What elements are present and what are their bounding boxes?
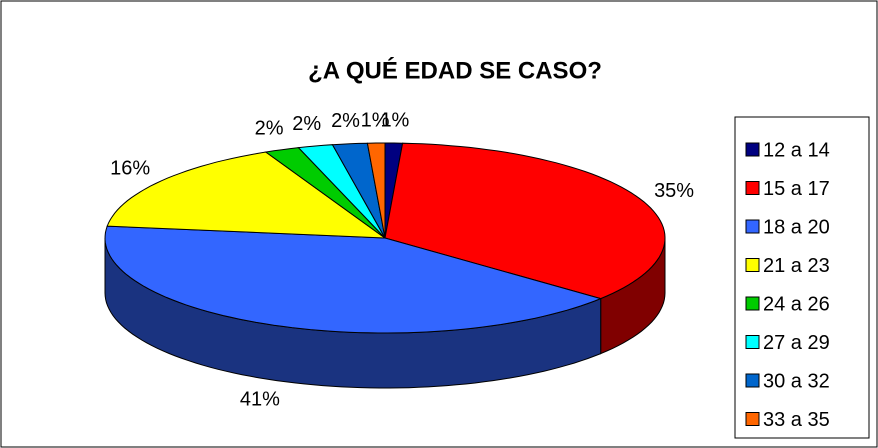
legend-label: 27 a 29 [763,332,830,354]
legend-label: 12 a 14 [763,139,830,161]
data-label: 16% [110,158,150,180]
data-label: 2% [255,117,284,139]
slice [366,142,386,239]
pie [104,142,666,389]
legend-swatch [745,296,760,311]
data-label: 2% [292,113,321,135]
data-label: 41% [240,389,280,411]
slice [104,225,603,334]
legend-swatch [745,142,760,157]
legend-label: 24 a 26 [763,293,830,315]
slice [106,151,387,239]
data-label: 1% [361,109,390,131]
legend-swatch [745,181,760,195]
data-label: 1% [380,109,409,131]
legend-swatch [745,219,760,234]
legend-swatch [745,412,760,426]
data-label: 2% [331,110,360,132]
legend-swatch [745,373,760,388]
legend-label: 18 a 20 [763,216,830,238]
slice [384,142,666,300]
data-label: 35% [654,180,694,202]
legend-swatch [745,335,760,349]
legend-swatch [745,258,760,272]
chart-title: ¿A QUÉ EDAD SE CASO? [308,56,602,84]
legend-label: 30 a 32 [763,370,830,392]
legend-label: 33 a 35 [763,409,830,431]
legend-label: 15 a 17 [763,178,830,200]
legend-label: 21 a 23 [763,255,830,277]
